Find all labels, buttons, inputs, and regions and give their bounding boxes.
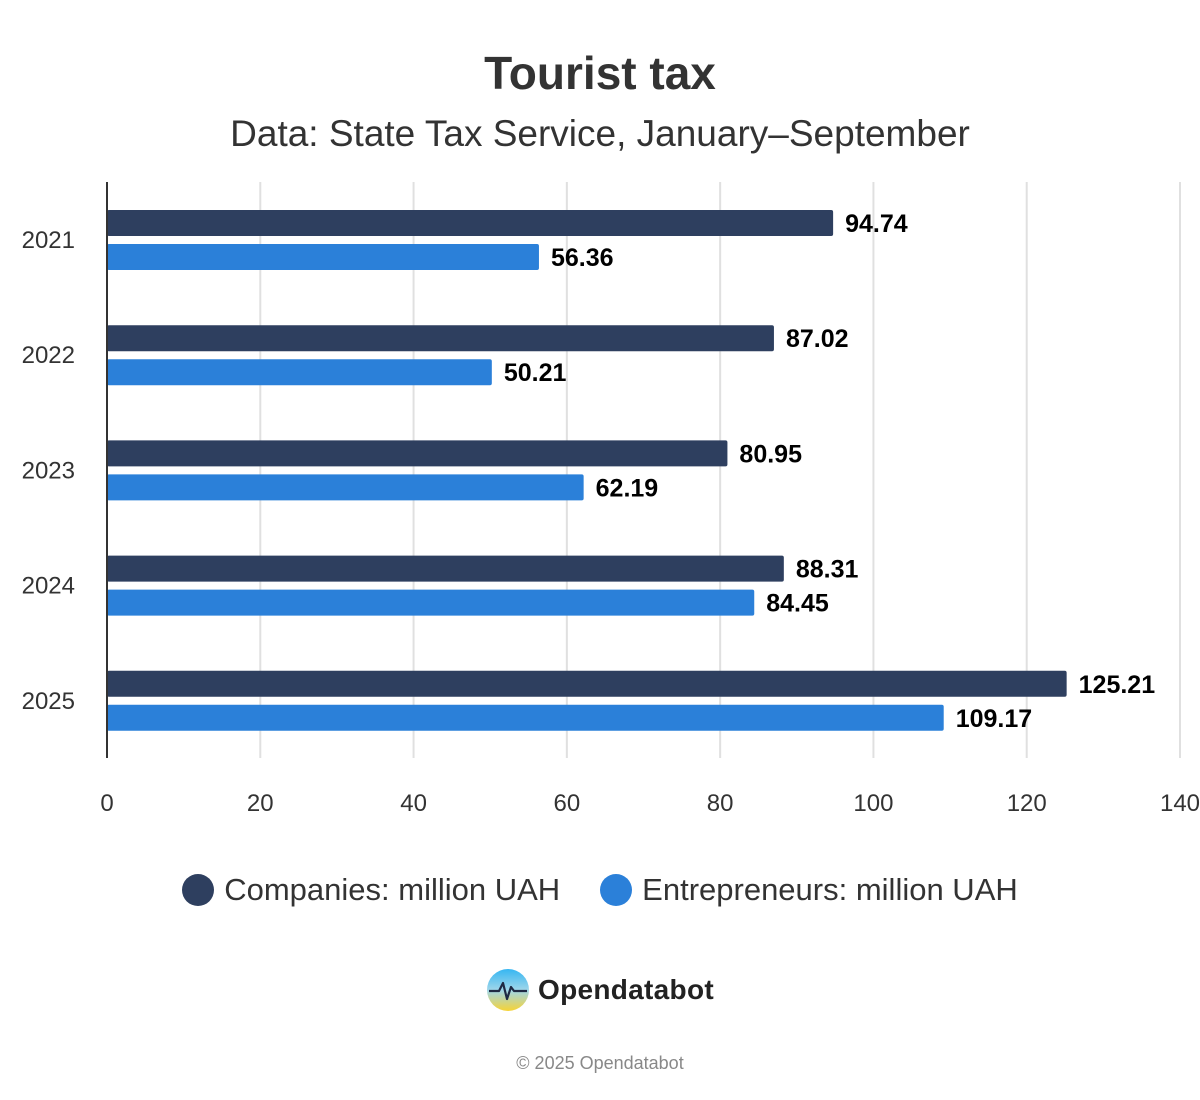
data-label: 80.95 bbox=[739, 440, 802, 468]
x-tick-label: 80 bbox=[707, 790, 734, 817]
x-tick-label: 120 bbox=[1007, 790, 1047, 817]
brand-name: Opendatabot bbox=[538, 974, 714, 1005]
copyright: © 2025 Opendatabot bbox=[516, 1053, 684, 1073]
y-category-label: 2021 bbox=[22, 227, 75, 254]
data-label: 62.19 bbox=[596, 474, 659, 502]
y-category-label: 2023 bbox=[22, 457, 75, 484]
brand-logo: Opendatabot bbox=[0, 968, 1200, 1012]
data-label: 125.21 bbox=[1079, 671, 1156, 699]
legend-swatch-companies bbox=[182, 874, 215, 906]
legend-item-companies[interactable]: Companies: million UAH bbox=[182, 872, 560, 908]
legend-label-companies: Companies: million UAH bbox=[224, 872, 561, 907]
bar-2025-companies[interactable] bbox=[107, 670, 1067, 697]
bar-2023-entrepreneurs[interactable] bbox=[107, 474, 584, 501]
bar-2022-entrepreneurs[interactable] bbox=[107, 359, 492, 386]
data-label: 50.21 bbox=[504, 359, 567, 387]
y-category-label: 2024 bbox=[22, 573, 75, 600]
y-category-label: 2025 bbox=[22, 688, 75, 715]
x-tick-label: 60 bbox=[554, 790, 581, 817]
legend: Companies: million UAH Entrepreneurs: mi… bbox=[0, 872, 1200, 908]
grid-lines bbox=[259, 182, 1181, 758]
bar-chart: 0 20 40 60 80 100 120 140 20212022202320242025 … bbox=[22, 182, 1200, 817]
bars bbox=[107, 210, 1067, 731]
y-category-label: 2022 bbox=[22, 342, 75, 369]
bar-2024-companies[interactable] bbox=[107, 555, 784, 582]
opendatabot-logo-icon bbox=[487, 969, 530, 1011]
x-axis-ticks: 0 20 40 60 80 100 120 140 bbox=[100, 790, 1200, 817]
data-label: 84.45 bbox=[766, 590, 829, 618]
chart-title: Tourist tax bbox=[484, 47, 716, 99]
legend-item-entrepreneurs[interactable]: Entrepreneurs: million UAH bbox=[600, 872, 1018, 908]
legend-swatch-entrepreneurs bbox=[600, 874, 633, 906]
x-tick-label: 140 bbox=[1160, 790, 1200, 817]
data-label: 109.17 bbox=[956, 705, 1032, 733]
x-tick-label: 100 bbox=[853, 790, 893, 817]
bar-2025-entrepreneurs[interactable] bbox=[107, 704, 944, 731]
bar-2021-entrepreneurs[interactable] bbox=[107, 244, 539, 270]
bar-2023-companies[interactable] bbox=[107, 440, 728, 467]
bar-2024-entrepreneurs[interactable] bbox=[107, 589, 755, 616]
bar-2022-companies[interactable] bbox=[107, 325, 774, 352]
legend-label-entrepreneurs: Entrepreneurs: million UAH bbox=[642, 872, 1018, 907]
data-label: 87.02 bbox=[786, 325, 849, 353]
bar-2021-companies[interactable] bbox=[107, 210, 834, 236]
chart-subtitle: Data: State Tax Service, January–Septemb… bbox=[230, 113, 970, 154]
data-label: 88.31 bbox=[796, 556, 859, 584]
data-label: 56.36 bbox=[551, 244, 614, 272]
x-tick-label: 40 bbox=[400, 790, 427, 817]
data-labels: 94.74 56.36 87.02 50.21 80.95 62.19 88.31 84.45… bbox=[504, 210, 1155, 733]
x-tick-label: 0 bbox=[100, 790, 113, 817]
x-tick-label: 20 bbox=[247, 790, 274, 817]
data-label: 94.74 bbox=[845, 210, 908, 238]
y-axis-labels: 2021 2022 2023 2024 2025 bbox=[22, 227, 75, 715]
